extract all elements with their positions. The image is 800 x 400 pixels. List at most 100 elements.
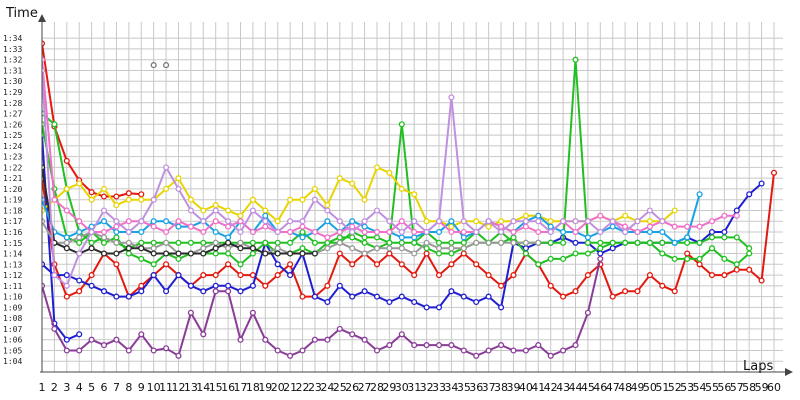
data-point	[522, 212, 529, 219]
data-point	[212, 288, 219, 295]
data-point	[510, 239, 517, 246]
data-point	[373, 234, 381, 241]
data-point	[175, 175, 182, 182]
data-point	[42, 56, 46, 63]
data-point	[76, 180, 83, 187]
data-point	[361, 223, 368, 230]
data-point	[212, 282, 219, 289]
data-point	[535, 228, 542, 236]
x-tick-label: 30	[395, 381, 409, 394]
data-point	[597, 250, 604, 257]
data-point	[448, 250, 455, 257]
y-tick-label: 1:34	[3, 34, 22, 43]
data-point	[560, 228, 567, 236]
data-point	[175, 218, 182, 225]
data-point	[349, 331, 356, 338]
x-tick-label: 17	[234, 381, 248, 394]
data-point	[609, 245, 616, 252]
x-tick-label: 14	[196, 381, 210, 394]
data-point	[311, 228, 318, 236]
data-point	[684, 255, 691, 262]
data-point	[634, 228, 641, 236]
data-point	[547, 352, 554, 359]
data-point	[138, 228, 145, 236]
data-point	[758, 277, 765, 284]
x-tick-label: 15	[209, 381, 223, 394]
data-point	[386, 218, 393, 225]
data-point	[42, 218, 46, 225]
x-tick-label: 40	[519, 381, 533, 394]
data-point	[423, 239, 430, 246]
data-point	[460, 347, 467, 354]
data-point	[448, 261, 455, 268]
y-tick-label: 1:12	[3, 271, 22, 280]
series-5	[42, 255, 604, 359]
x-tick-label: 29	[382, 381, 396, 394]
data-point	[336, 282, 343, 289]
data-point	[485, 347, 492, 354]
data-point	[138, 245, 145, 252]
data-point	[361, 336, 368, 343]
x-tick-label: 39	[506, 381, 520, 394]
data-point	[522, 218, 529, 225]
data-point	[163, 185, 170, 192]
data-point	[311, 185, 318, 192]
data-point	[485, 223, 492, 230]
y-tick-label: 1:06	[3, 336, 22, 345]
data-point	[225, 261, 232, 268]
data-point	[435, 342, 443, 349]
data-point	[398, 185, 405, 192]
x-axis-title: Laps	[743, 359, 773, 374]
data-point	[448, 342, 455, 349]
data-point	[634, 218, 641, 225]
data-point	[125, 293, 132, 300]
series-line	[42, 166, 676, 228]
data-point	[411, 234, 418, 241]
x-tick-label: 21	[283, 381, 297, 394]
data-point	[708, 234, 716, 241]
data-point	[262, 218, 269, 225]
data-point	[460, 234, 467, 241]
data-point	[42, 261, 46, 268]
data-point	[510, 234, 517, 241]
data-point	[411, 298, 418, 306]
data-point	[684, 239, 691, 246]
data-point	[609, 218, 616, 225]
x-tick-label: 41	[531, 381, 545, 394]
data-point	[547, 223, 554, 230]
data-point	[584, 250, 591, 257]
data-point	[42, 196, 46, 203]
y-tick-labels: 1:04 1:051:06 1:07 1:08 1:091:10 1:11 1:12 1:13…	[3, 34, 22, 366]
data-point	[225, 218, 232, 225]
data-point	[163, 239, 170, 246]
x-tick-label: 26	[345, 381, 359, 394]
data-point	[708, 228, 716, 236]
data-point	[125, 250, 132, 257]
data-point	[572, 218, 579, 225]
data-point	[249, 228, 256, 236]
data-point	[187, 309, 194, 316]
data-point	[386, 342, 393, 349]
x-tick-label: 52	[668, 381, 682, 394]
data-point	[274, 272, 281, 279]
data-point	[535, 218, 542, 225]
data-point	[622, 212, 629, 219]
data-point	[237, 218, 244, 225]
x-tick-label: 1	[39, 381, 46, 394]
data-point	[535, 212, 542, 219]
data-point	[473, 261, 480, 268]
data-point	[721, 255, 728, 262]
data-point	[175, 272, 182, 279]
data-point	[485, 272, 492, 279]
x-tick-label: 23	[308, 381, 322, 394]
data-point	[435, 218, 443, 225]
x-tick-label: 34	[444, 381, 458, 394]
x-tick-label: 33	[432, 381, 446, 394]
y-tick-label: 1:09	[3, 303, 22, 312]
x-tick-label: 10	[147, 381, 161, 394]
data-point	[411, 342, 418, 349]
data-point	[460, 245, 467, 252]
data-point	[100, 342, 108, 349]
data-point	[51, 196, 58, 203]
data-point	[349, 234, 356, 241]
